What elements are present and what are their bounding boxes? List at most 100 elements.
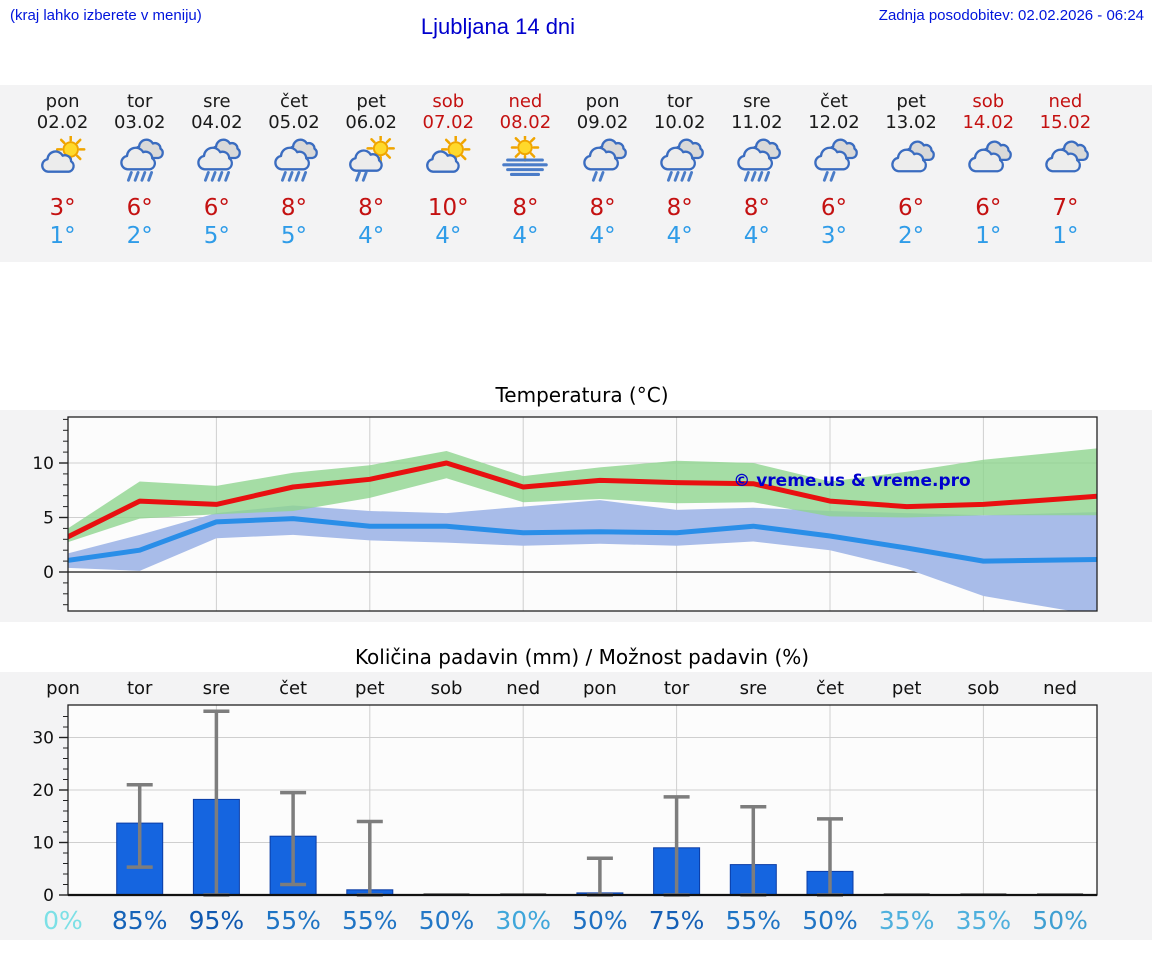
forecast-day: čet 05.02 8° 5° bbox=[255, 91, 332, 262]
forecast-day: pon 09.02 8° 4° bbox=[564, 91, 641, 262]
date-label: 07.02 bbox=[422, 112, 475, 133]
light-rain-icon bbox=[795, 133, 872, 192]
min-temp: 4° bbox=[743, 223, 770, 249]
max-temp: 8° bbox=[280, 195, 308, 221]
svg-text:0: 0 bbox=[43, 886, 54, 906]
temperature-chart: 0 5 10 © vreme.us & vreme.pro bbox=[0, 410, 1152, 622]
svg-text:tor: tor bbox=[127, 678, 153, 699]
svg-text:sob: sob bbox=[431, 678, 463, 699]
forecast-day: ned 15.02 7° 1° bbox=[1027, 91, 1104, 262]
rain-icon bbox=[178, 133, 255, 192]
svg-text:0: 0 bbox=[43, 563, 54, 583]
day-label: tor bbox=[126, 91, 153, 112]
max-temp: 6° bbox=[203, 195, 230, 221]
rain-icon bbox=[255, 133, 332, 192]
date-label: 15.02 bbox=[1039, 112, 1092, 133]
y-axis-labels: 0 10 20 30 bbox=[32, 729, 54, 907]
forecast-day: tor 03.02 6° 2° bbox=[101, 91, 178, 262]
min-temp: 4° bbox=[589, 223, 616, 249]
min-temp: 1° bbox=[49, 223, 76, 249]
probability-label: 35% bbox=[956, 906, 1012, 935]
cloudy-icon bbox=[1027, 133, 1104, 192]
sun-shower-icon bbox=[333, 133, 410, 192]
date-label: 02.02 bbox=[36, 112, 89, 133]
light-rain-icon bbox=[564, 133, 641, 192]
rain-icon bbox=[101, 133, 178, 192]
probability-label: 55% bbox=[265, 906, 321, 935]
min-temp: 1° bbox=[1052, 223, 1079, 249]
forecast-strip: pon 02.02 3° 1° tor 03.02 6° 2° sre 04.02 6° 5° čet 0… bbox=[0, 85, 1152, 262]
max-temp: 8° bbox=[512, 195, 539, 221]
date-label: 03.02 bbox=[113, 112, 166, 133]
day-label: sob bbox=[972, 91, 1005, 112]
min-temp: 5° bbox=[203, 223, 230, 249]
min-temp: 4° bbox=[358, 223, 385, 249]
fog-sun-icon bbox=[487, 133, 564, 192]
y-axis-ticks bbox=[59, 716, 68, 896]
copyright-watermark: © vreme.us & vreme.pro bbox=[733, 471, 970, 491]
forecast-day: ned 08.02 8° 4° bbox=[487, 91, 564, 262]
max-temp: 10° bbox=[427, 195, 469, 221]
y-axis-labels: 0 5 10 bbox=[32, 454, 54, 583]
day-labels: pon tor sre čet pet sob ned pon tor sre čet pet sob n… bbox=[46, 678, 1077, 699]
date-label: 06.02 bbox=[345, 112, 397, 133]
svg-text:ned: ned bbox=[506, 678, 540, 699]
date-label: 11.02 bbox=[731, 112, 783, 133]
probability-label: 55% bbox=[726, 906, 782, 935]
max-temp: 7° bbox=[1052, 195, 1079, 221]
precipitation-chart-title: Količina padavin (mm) / Možnost padavin … bbox=[354, 645, 810, 669]
min-temp: 4° bbox=[435, 223, 462, 249]
sun-cloud-icon bbox=[24, 133, 101, 192]
svg-text:5: 5 bbox=[43, 509, 54, 529]
probability-label: 50% bbox=[1032, 906, 1088, 935]
forecast-day: sob 14.02 6° 1° bbox=[950, 91, 1027, 262]
day-label: pet bbox=[356, 91, 386, 112]
svg-text:30: 30 bbox=[32, 729, 54, 749]
max-temp: 8° bbox=[358, 195, 385, 221]
max-range-band bbox=[68, 448, 1097, 543]
forecast-day: pet 06.02 8° 4° bbox=[333, 91, 410, 262]
day-label: pon bbox=[45, 91, 80, 112]
precipitation-chart: pon tor sre čet pet sob ned pon tor sre čet pet sob n… bbox=[0, 672, 1152, 940]
min-range-band bbox=[68, 500, 1097, 611]
probability-label: 55% bbox=[342, 906, 398, 935]
max-temp: 6° bbox=[898, 195, 925, 221]
min-temp: 4° bbox=[666, 223, 693, 249]
max-temp: 8° bbox=[666, 195, 693, 221]
min-temp: 2° bbox=[126, 223, 153, 249]
day-label: čet bbox=[819, 91, 848, 112]
day-label: čet bbox=[279, 91, 308, 112]
max-temp: 6° bbox=[820, 195, 848, 221]
max-temp: 8° bbox=[743, 195, 770, 221]
max-temp: 3° bbox=[49, 195, 76, 221]
svg-text:pon: pon bbox=[583, 678, 617, 699]
forecast-day: sre 04.02 6° 5° bbox=[178, 91, 255, 262]
max-temp-line bbox=[68, 460, 1097, 540]
min-temp: 2° bbox=[898, 223, 925, 249]
svg-text:tor: tor bbox=[664, 678, 690, 699]
probability-label: 50% bbox=[802, 906, 858, 935]
location-menu-hint: (kraj lahko izberete v meniju) bbox=[10, 7, 202, 24]
svg-text:10: 10 bbox=[32, 454, 54, 474]
date-label: 10.02 bbox=[653, 112, 706, 133]
probability-label: 0% bbox=[43, 906, 83, 935]
svg-text:pet: pet bbox=[892, 678, 922, 699]
forecast-day: čet 12.02 6° 3° bbox=[795, 91, 872, 262]
rain-icon bbox=[718, 133, 795, 192]
date-label: 14.02 bbox=[962, 112, 1015, 133]
date-label: 05.02 bbox=[268, 112, 320, 133]
cloudy-icon bbox=[950, 133, 1027, 192]
forecast-day: sre 11.02 8° 4° bbox=[718, 91, 795, 262]
svg-text:sre: sre bbox=[740, 678, 767, 699]
last-updated-label: Zadnja posodobitev: 02.02.2026 - 06:24 bbox=[878, 7, 1144, 24]
min-temp: 1° bbox=[975, 223, 1002, 249]
max-temp: 6° bbox=[975, 195, 1002, 221]
svg-text:sre: sre bbox=[203, 678, 230, 699]
probability-label: 85% bbox=[112, 906, 168, 935]
svg-text:sob: sob bbox=[967, 678, 999, 699]
day-label: ned bbox=[508, 91, 543, 112]
rain-icon bbox=[641, 133, 718, 192]
sun-cloud-icon bbox=[410, 133, 487, 192]
forecast-day: sob 07.02 10° 4° bbox=[410, 91, 487, 262]
page-title: Ljubljana 14 dni bbox=[420, 14, 576, 39]
